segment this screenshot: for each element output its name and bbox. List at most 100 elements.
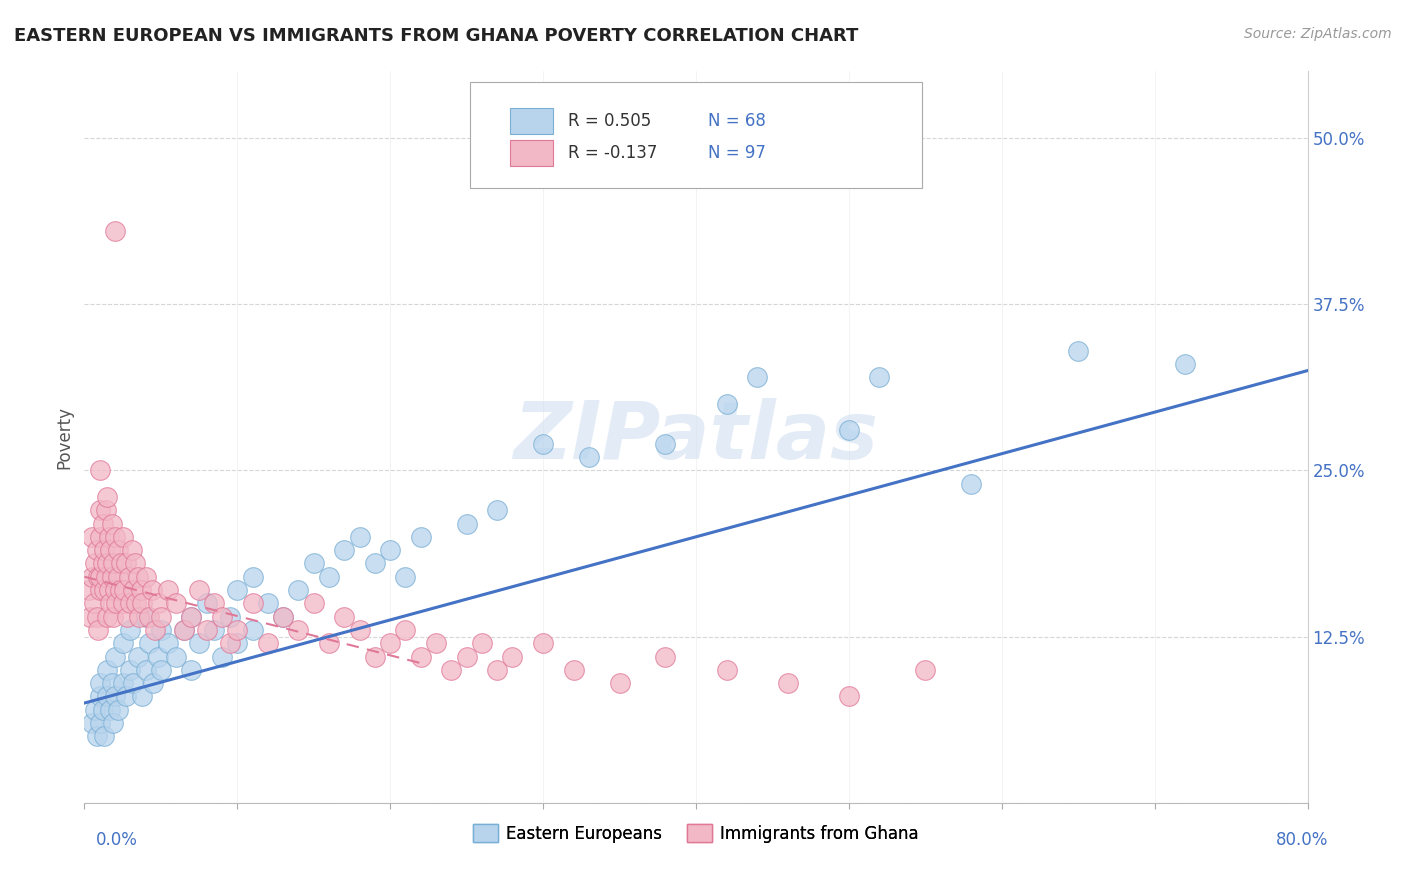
Point <box>531 636 554 650</box>
Point <box>93 729 115 743</box>
Point <box>120 623 142 637</box>
Point <box>202 596 225 610</box>
Point <box>118 570 141 584</box>
Point <box>114 557 136 571</box>
Point <box>96 490 118 504</box>
Point <box>654 649 676 664</box>
Point <box>94 503 117 517</box>
Point <box>138 609 160 624</box>
Point <box>502 649 524 664</box>
Point <box>93 582 115 597</box>
Text: ZIPatlas: ZIPatlas <box>513 398 879 476</box>
Point <box>271 609 294 624</box>
Point <box>77 582 100 597</box>
Point <box>110 557 132 571</box>
Point <box>96 663 118 677</box>
Point <box>776 676 799 690</box>
Point <box>89 690 111 704</box>
Point <box>80 570 103 584</box>
Point <box>1174 357 1197 371</box>
Text: EASTERN EUROPEAN VS IMMIGRANTS FROM GHANA POVERTY CORRELATION CHART: EASTERN EUROPEAN VS IMMIGRANTS FROM GHAN… <box>14 27 859 45</box>
Point <box>101 516 124 531</box>
Point <box>146 596 169 610</box>
Point <box>141 582 163 597</box>
Point <box>143 623 166 637</box>
Point <box>112 582 135 597</box>
Point <box>104 649 127 664</box>
Text: 0.0%: 0.0% <box>96 831 138 849</box>
Point <box>104 582 127 597</box>
Point <box>79 609 101 624</box>
Point <box>531 436 554 450</box>
Text: R = 0.505: R = 0.505 <box>568 112 651 130</box>
Point <box>960 476 983 491</box>
Point <box>120 596 142 610</box>
Point <box>84 703 107 717</box>
Point <box>108 582 131 597</box>
Point <box>188 582 211 597</box>
Point <box>89 463 111 477</box>
Point <box>157 636 180 650</box>
Point <box>1067 343 1090 358</box>
Point <box>914 663 936 677</box>
Point <box>609 676 631 690</box>
Point <box>129 582 152 597</box>
Point <box>105 596 128 610</box>
Point <box>124 557 146 571</box>
Point <box>157 582 180 597</box>
Point <box>101 676 124 690</box>
Point <box>195 596 218 610</box>
Point <box>271 609 294 624</box>
Point <box>104 530 127 544</box>
Point <box>440 663 463 677</box>
Point <box>107 703 129 717</box>
Point <box>98 543 121 558</box>
Point <box>89 582 111 597</box>
Point <box>409 530 432 544</box>
Point <box>149 609 172 624</box>
Point <box>86 543 108 558</box>
Point <box>111 596 134 610</box>
Point <box>87 623 110 637</box>
Point <box>302 557 325 571</box>
Point <box>425 636 447 650</box>
Point <box>869 370 891 384</box>
Point <box>257 636 280 650</box>
Point <box>562 663 585 677</box>
Point <box>211 609 233 624</box>
Point <box>135 663 157 677</box>
Point <box>91 516 114 531</box>
Point <box>128 609 150 624</box>
Point <box>104 690 127 704</box>
Point <box>131 690 153 704</box>
Point <box>180 609 202 624</box>
Point <box>409 649 432 664</box>
Point <box>318 570 340 584</box>
Point <box>127 570 149 584</box>
Point <box>149 623 172 637</box>
Point <box>97 582 120 597</box>
Point <box>654 436 676 450</box>
Point <box>91 557 114 571</box>
Point <box>86 609 108 624</box>
Point <box>91 703 114 717</box>
Point <box>578 450 600 464</box>
Point <box>114 690 136 704</box>
Text: N = 97: N = 97 <box>709 145 766 162</box>
Point <box>380 636 402 650</box>
Point <box>94 570 117 584</box>
Point <box>486 503 509 517</box>
FancyBboxPatch shape <box>510 108 553 134</box>
Point <box>716 663 738 677</box>
Legend: Eastern Europeans, Immigrants from Ghana: Eastern Europeans, Immigrants from Ghana <box>467 818 925 849</box>
Point <box>364 649 387 664</box>
Point <box>173 623 195 637</box>
Point <box>287 582 309 597</box>
Point <box>287 623 309 637</box>
Point <box>242 596 264 610</box>
Point <box>142 676 165 690</box>
Point <box>125 596 148 610</box>
Point <box>87 570 110 584</box>
Point <box>103 609 125 624</box>
Point <box>242 623 264 637</box>
